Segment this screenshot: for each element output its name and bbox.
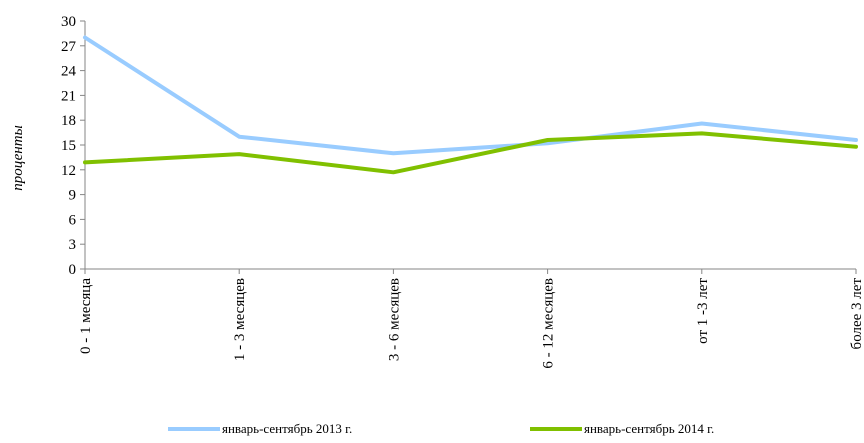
y-tick-label: 3	[69, 237, 77, 253]
series-lines	[83, 35, 858, 175]
y-tick-label: 30	[61, 14, 76, 30]
y-tick-label: 21	[61, 88, 76, 104]
x-tick-label: 1 - 3 месяцев	[232, 278, 248, 361]
y-tick-label: 18	[61, 113, 76, 129]
y-tick-label: 9	[69, 188, 77, 204]
legend-label-2: январь-сентябрь 2014 г.	[584, 421, 714, 436]
y-tick-label: 24	[61, 64, 77, 80]
x-tick-label: 0 - 1 месяца	[78, 278, 94, 354]
y-tick-label: 12	[61, 163, 76, 179]
x-tick-label: от 1 -3 лет	[695, 278, 711, 344]
legend: январь-сентябрь 2013 г. январь-сентябрь 2…	[168, 421, 714, 436]
y-tick-label: 6	[69, 212, 77, 228]
y-tick-label: 27	[61, 39, 77, 55]
y-tick-labels: 0 3 6 9 12 15 18 21 24 27 30	[61, 14, 77, 278]
x-tick-label: 3 - 6 месяцев	[386, 278, 402, 361]
series-line-1	[83, 35, 858, 156]
y-tick-label: 15	[61, 138, 76, 154]
x-tick-label: 6 - 12 месяцев	[541, 278, 557, 369]
series-line-2	[83, 131, 858, 175]
axes	[80, 20, 857, 274]
x-tick-labels: 0 - 1 месяца 1 - 3 месяцев 3 - 6 месяцев 6 …	[78, 278, 864, 369]
y-tick-label: 0	[69, 262, 77, 278]
x-tick-label: более 3 лет	[849, 278, 864, 350]
legend-label-1: январь-сентябрь 2013 г.	[222, 421, 352, 436]
y-axis-label: проценты	[10, 125, 26, 190]
